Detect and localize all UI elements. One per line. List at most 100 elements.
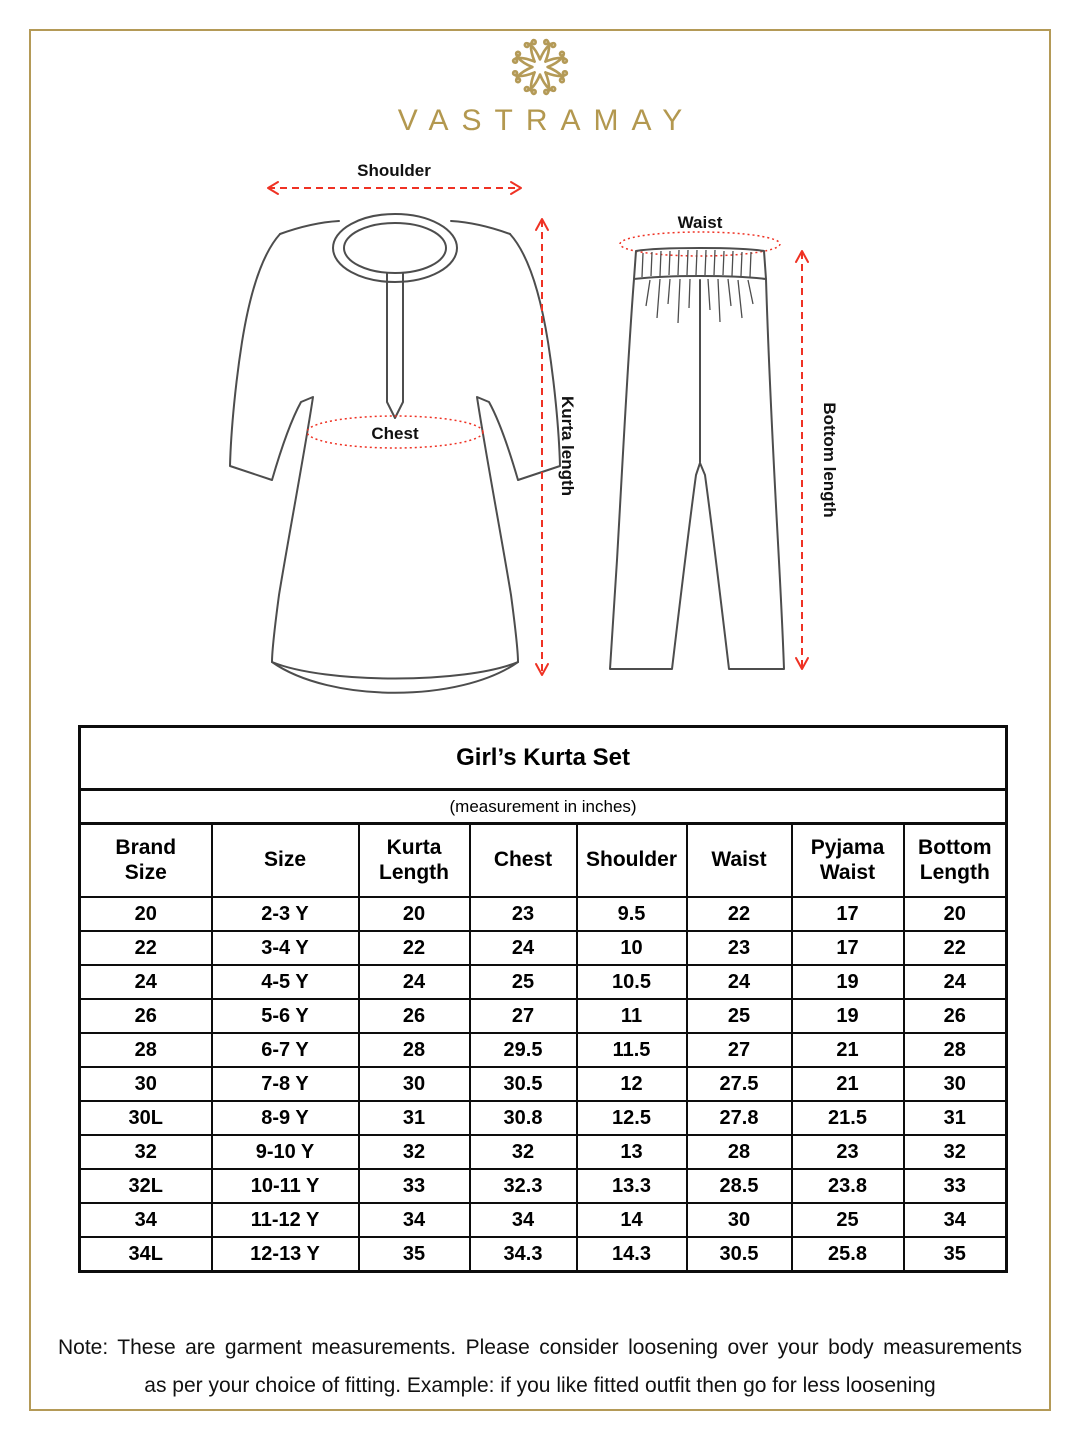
note-line: Note: These are garment measurements. Pl… (58, 1336, 1022, 1359)
table-cell: 14 (575, 1202, 688, 1238)
table-subtitle: (measurement in inches) (78, 788, 1008, 825)
column-header: Brand Size (78, 822, 213, 898)
table-cell: 30 (902, 1066, 1008, 1102)
table-cell: 30.5 (685, 1236, 793, 1273)
bottom-length-label: Bottom length (820, 402, 839, 517)
chest-ellipse (306, 415, 484, 449)
table-cell: 23.8 (790, 1168, 905, 1204)
kurta-length-arrow (535, 218, 549, 676)
table-cell: 26 (78, 998, 213, 1034)
table-cell: 9.5 (575, 896, 688, 932)
table-cell: 28 (78, 1032, 213, 1068)
table-cell: 17 (790, 930, 905, 966)
table-cell: 24 (357, 964, 471, 1000)
table-cell: 12.5 (575, 1100, 688, 1136)
table-cell: 9-10 Y (210, 1134, 360, 1170)
table-cell: 28 (357, 1032, 471, 1068)
table-cell: 20 (902, 896, 1008, 932)
table-cell: 30.8 (468, 1100, 578, 1136)
column-header: Bottom Length (902, 822, 1008, 898)
brand-name: VASTRAMAY (397, 104, 696, 137)
table-cell: 12 (575, 1066, 688, 1102)
table-cell: 25 (790, 1202, 905, 1238)
table-cell: 30L (78, 1100, 213, 1136)
shoulder-label: Shoulder (357, 161, 431, 180)
table-cell: 28 (902, 1032, 1008, 1068)
size-table-body: 20 2-3 Y 20 23 9.5 22 17 20 22 3-4 Y 22 24 10 23 17 22 2… (78, 896, 1008, 1273)
table-cell: 28 (685, 1134, 793, 1170)
waist-ellipse (619, 231, 781, 257)
table-cell: 25 (685, 998, 793, 1034)
table-cell: 26 (357, 998, 471, 1034)
table-cell: 20 (78, 896, 213, 932)
table-cell: 24 (902, 964, 1008, 1000)
table-cell: 22 (78, 930, 213, 966)
table-cell: 26 (902, 998, 1008, 1034)
shoulder-arrow (267, 181, 522, 195)
table-cell: 32L (78, 1168, 213, 1204)
table-cell: 33 (357, 1168, 471, 1204)
table-row: 32 9-10 Y 32 32 13 28 23 32 (78, 1134, 1008, 1170)
brand-header: VASTRAMAY (0, 33, 1080, 138)
table-cell: 13 (575, 1134, 688, 1170)
table-cell: 10.5 (575, 964, 688, 1000)
table-cell: 30 (78, 1066, 213, 1102)
kurta-outline (229, 213, 561, 694)
pyjama-outline (609, 247, 785, 670)
table-cell: 24 (78, 964, 213, 1000)
table-cell: 3-4 Y (210, 930, 360, 966)
chest-label: Chest (371, 424, 419, 443)
table-row: 30L 8-9 Y 31 30.8 12.5 27.8 21.5 31 (78, 1100, 1008, 1136)
column-header: Kurta Length (357, 822, 471, 898)
column-header: Shoulder (575, 822, 688, 898)
table-cell: 23 (685, 930, 793, 966)
note-line: as per your choice of fitting. Example: … (144, 1374, 936, 1397)
table-cell: 34 (902, 1202, 1008, 1238)
table-cell: 24 (468, 930, 578, 966)
column-header: Pyjama Waist (790, 822, 905, 898)
table-cell: 32 (78, 1134, 213, 1170)
table-cell: 11.5 (575, 1032, 688, 1068)
table-cell: 32.3 (468, 1168, 578, 1204)
table-cell: 6-7 Y (210, 1032, 360, 1068)
table-cell: 32 (357, 1134, 471, 1170)
table-cell: 11 (575, 998, 688, 1034)
table-cell: 35 (357, 1236, 471, 1273)
table-cell: 2-3 Y (210, 896, 360, 932)
table-cell: 23 (468, 896, 578, 932)
vastramay-floral-logo-icon (511, 38, 569, 96)
table-cell: 29.5 (468, 1032, 578, 1068)
table-cell: 10-11 Y (210, 1168, 360, 1204)
table-row: 20 2-3 Y 20 23 9.5 22 17 20 (78, 896, 1008, 932)
table-cell: 21 (790, 1032, 905, 1068)
table-cell: 22 (685, 896, 793, 932)
waist-label: Waist (678, 213, 723, 232)
table-cell: 30.5 (468, 1066, 578, 1102)
table-cell: 34 (468, 1202, 578, 1238)
table-cell: 8-9 Y (210, 1100, 360, 1136)
column-header: Waist (685, 822, 793, 898)
table-cell: 31 (357, 1100, 471, 1136)
table-row: 30 7-8 Y 30 30.5 12 27.5 21 30 (78, 1066, 1008, 1102)
table-cell: 27.8 (685, 1100, 793, 1136)
table-cell: 21 (790, 1066, 905, 1102)
table-cell: 32 (468, 1134, 578, 1170)
table-cell: 21.5 (790, 1100, 905, 1136)
table-row: 28 6-7 Y 28 29.5 11.5 27 21 28 (78, 1032, 1008, 1068)
kurta-length-label: Kurta length (558, 396, 577, 496)
size-chart-table: Girl’s Kurta Set (measurement in inches)… (78, 725, 1009, 1273)
table-cell: 28.5 (685, 1168, 793, 1204)
table-cell: 14.3 (575, 1236, 688, 1273)
table-cell: 30 (685, 1202, 793, 1238)
column-header: Chest (468, 822, 578, 898)
measurement-diagram: Shoulder Chest Kurta length Waist (229, 161, 839, 694)
table-cell: 31 (902, 1100, 1008, 1136)
table-cell: 34.3 (468, 1236, 578, 1273)
table-cell: 17 (790, 896, 905, 932)
table-cell: 12-13 Y (210, 1236, 360, 1273)
column-header: Size (210, 822, 360, 898)
table-cell: 22 (902, 930, 1008, 966)
table-row: 22 3-4 Y 22 24 10 23 17 22 (78, 930, 1008, 966)
table-cell: 34 (78, 1202, 213, 1238)
